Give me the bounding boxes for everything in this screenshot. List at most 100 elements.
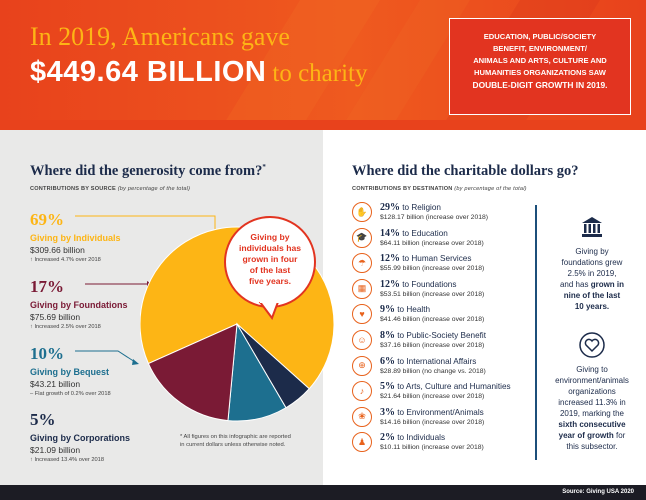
destination-text: 5% to Arts, Culture and Humanities $21.64… (380, 381, 570, 400)
header-line1: In 2019, Americans gave (30, 22, 290, 51)
pie-slice-giving-by-foundations (147, 323, 238, 422)
side-text: Giving to (576, 365, 608, 374)
header-line2: $449.64 BILLION to charity (30, 56, 367, 89)
sources-subtitle: CONTRIBUTIONS BY SOURCE (by percentage o… (30, 186, 190, 192)
destination-label: to Foundations (402, 279, 457, 289)
destination-amount: $55.99 billion (increase over 2018) (380, 265, 485, 273)
destination-label: to Environment/Animals (397, 407, 484, 417)
destinations-subtitle-text: CONTRIBUTIONS BY DESTINATION (352, 186, 453, 192)
destination-pct: 14% (380, 227, 400, 239)
bubble-line: of the last (249, 265, 291, 275)
callout-line-strong: DOUBLE-DIGIT GROWTH IN 2019. (472, 80, 608, 90)
destination-pct: 8% (380, 330, 395, 341)
flat-dash-icon: – (30, 391, 34, 397)
bubble-tail (258, 302, 280, 320)
bubble-line: grown in four (242, 254, 298, 264)
individuals-bubble: Giving by individuals has grown in four … (224, 216, 316, 308)
source-credit: Source: Giving USA 2020 (562, 489, 634, 495)
side-text: 2.5% in 2019, (567, 269, 617, 278)
destination-title: 6% to International Affairs (380, 356, 570, 367)
destination-pct: 12% (380, 278, 400, 290)
destination-text: 12% to Foundations $53.51 billion (increa… (380, 279, 570, 298)
individuals-icon: ♟ (352, 432, 372, 453)
destination-pct: 29% (380, 202, 400, 213)
destination-label: to Arts, Culture and Humanities (397, 382, 511, 392)
side-divider (535, 205, 537, 460)
destination-amount: $21.64 billion (increase over 2018) (380, 393, 485, 401)
sources-title-text: Where did the generosity come from? (30, 163, 263, 179)
source-note-text: Flat growth of 0.2% over 2018 (34, 391, 111, 397)
destination-amount: $64.11 billion (increase over 2018) (380, 239, 484, 247)
destination-title: 2% to Individuals (380, 432, 570, 443)
footnote-line: in current dollars unless otherwise note… (180, 442, 286, 448)
header-banner: In 2019, Americans gave $449.64 BILLION t… (0, 0, 646, 130)
side-text: Giving by (575, 247, 609, 256)
destination-pct: 2% (380, 432, 395, 444)
growth-callout: EDUCATION, PUBLIC/SOCIETY BENEFIT, ENVIR… (449, 18, 631, 115)
destination-title: 8% to Public-Society Benefit (380, 330, 570, 341)
source-label: Giving by Individuals (30, 233, 121, 243)
side-text: organizations (568, 387, 616, 396)
destination-text: 6% to International Affairs $28.89 billio… (380, 356, 570, 375)
source-amount: $21.09 billion (30, 445, 81, 455)
footer-bar: Source: Giving USA 2020 (0, 485, 646, 500)
source-amount: $75.69 billion (30, 312, 81, 322)
destination-amount: $53.51 billion (increase over 2018) (380, 290, 485, 298)
source-note: ↑ Increased 4.7% over 2018 (30, 257, 121, 263)
side-text: year of growth for (542, 430, 642, 441)
arts-icon: ♪ (352, 381, 372, 402)
destination-amount: $28.89 billion (no change vs. 2018) (380, 367, 486, 375)
destinations-subtitle-note: (by percentage of the total) (454, 186, 527, 192)
destination-title: 14% to Education (380, 228, 570, 239)
source-pct: 17% (30, 277, 64, 296)
destination-label: to Religion (402, 203, 441, 212)
destinations-panel (323, 130, 646, 485)
source-label: Giving by Corporations (30, 433, 131, 443)
footnote: * All figures on this infographic are re… (180, 433, 320, 449)
source-note: ↑ Increased 2.5% over 2018 (30, 324, 128, 330)
destination-pct: 12% (380, 253, 400, 265)
heart-svg (579, 332, 605, 358)
destination-amount: $37.16 billion (increase over 2018) (380, 342, 485, 349)
source-item-individuals: 69% Giving by Individuals $309.66 billio… (30, 210, 121, 263)
health-icon: ♥ (352, 304, 372, 325)
callout-line: ANIMALS AND ARTS, CULTURE AND (473, 56, 607, 65)
religion-icon: ✋ (352, 202, 372, 222)
source-note-text: Increased 2.5% over 2018 (34, 324, 101, 330)
source-amount: $309.66 billion (30, 245, 85, 255)
destination-text: 9% to Health $41.46 billion (increase ove… (380, 304, 570, 323)
footnote-line: * All figures on this infographic are re… (180, 434, 291, 440)
side-text-part: for (616, 431, 626, 440)
destination-title: 12% to Foundations (380, 279, 570, 290)
building-svg (582, 217, 602, 237)
destination-text: 3% to Environment/Animals $14.16 billion … (380, 407, 570, 426)
side-text: increased 11.3% in (558, 398, 626, 407)
leader-line-bequest (75, 350, 136, 363)
destination-label: to Human Services (402, 254, 472, 264)
destination-label: to Public-Society Benefit (397, 331, 487, 340)
bubble-line: individuals has (238, 243, 302, 253)
side-text-bold: 10 years. (574, 302, 610, 311)
side-text-bold: year of growth (558, 431, 614, 440)
up-arrow-icon: ↑ (30, 457, 33, 463)
bubble-line: Giving by (250, 232, 290, 242)
arrowhead-bequest (132, 359, 139, 365)
up-arrow-icon: ↑ (30, 324, 33, 330)
destination-text: 2% to Individuals $10.11 billion (increas… (380, 432, 570, 451)
public-benefit-icon: ☺ (352, 330, 372, 350)
destination-title: 3% to Environment/Animals (380, 407, 570, 418)
destination-text: 12% to Human Services $55.99 billion (inc… (380, 253, 570, 272)
bubble-line: five years. (248, 276, 292, 286)
destinations-title: Where did the charitable dollars go? (352, 163, 579, 179)
source-item-corporations: 5% Giving by Corporations $21.09 billion… (30, 410, 130, 463)
destination-label: to Individuals (397, 433, 446, 443)
source-note: – Flat growth of 0.2% over 2018 (30, 391, 111, 397)
header-to-charity: to charity (272, 60, 368, 87)
destination-pct: 5% (380, 381, 395, 393)
education-icon: 🎓 (352, 227, 372, 248)
destination-amount: $10.11 billion (increase over 2018) (380, 444, 484, 452)
callout-line: EDUCATION, PUBLIC/SOCIETY (483, 32, 597, 41)
source-item-foundations: 17% Giving by Foundations $75.69 billion… (30, 277, 128, 330)
sources-title-mark: * (262, 163, 266, 172)
heart-hand-icon (579, 332, 605, 358)
